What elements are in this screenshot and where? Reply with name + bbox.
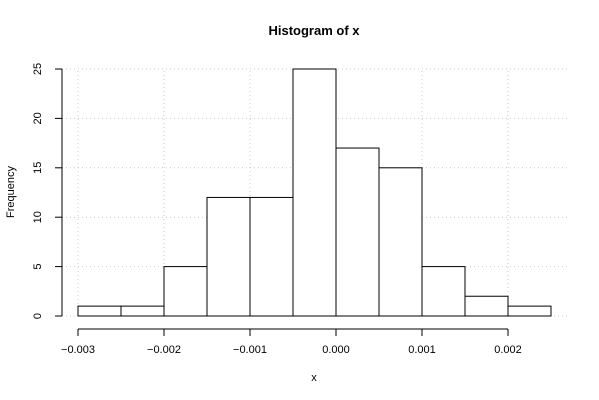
histogram-bars <box>77 68 552 317</box>
y-tick-label: 25 <box>32 63 44 75</box>
histogram-bar <box>77 305 122 317</box>
y-tick-label: 15 <box>32 162 44 174</box>
x-axis-label: x <box>311 372 317 384</box>
x-tick-label: −0.001 <box>233 344 267 356</box>
y-tick-label: 5 <box>32 264 44 270</box>
x-tick-label: 0.002 <box>494 344 522 356</box>
x-tick-label: −0.003 <box>61 344 95 356</box>
histogram-bar <box>335 147 380 317</box>
y-tick-label: 10 <box>32 211 44 223</box>
histogram-bar <box>163 266 208 317</box>
histogram-bar <box>421 266 466 317</box>
histogram-bar <box>507 305 552 317</box>
histogram-bar <box>464 295 509 317</box>
histogram-bar <box>206 196 251 317</box>
chart-title: Histogram of x <box>268 23 360 38</box>
y-axis: 0 5 10 15 20 25 <box>32 63 63 319</box>
histogram-bar <box>120 305 165 317</box>
histogram-bar <box>249 196 294 317</box>
histogram-bar <box>378 167 423 317</box>
x-axis: −0.003 −0.002 −0.001 0.000 0.001 0.002 <box>61 328 522 356</box>
y-tick-label: 20 <box>32 112 44 124</box>
y-tick-label: 0 <box>32 313 44 319</box>
histogram-bar <box>292 68 337 317</box>
y-axis-label: Frequency <box>5 166 17 218</box>
x-tick-label: −0.002 <box>147 344 181 356</box>
x-tick-label: 0.000 <box>322 344 350 356</box>
x-tick-label: 0.001 <box>408 344 436 356</box>
